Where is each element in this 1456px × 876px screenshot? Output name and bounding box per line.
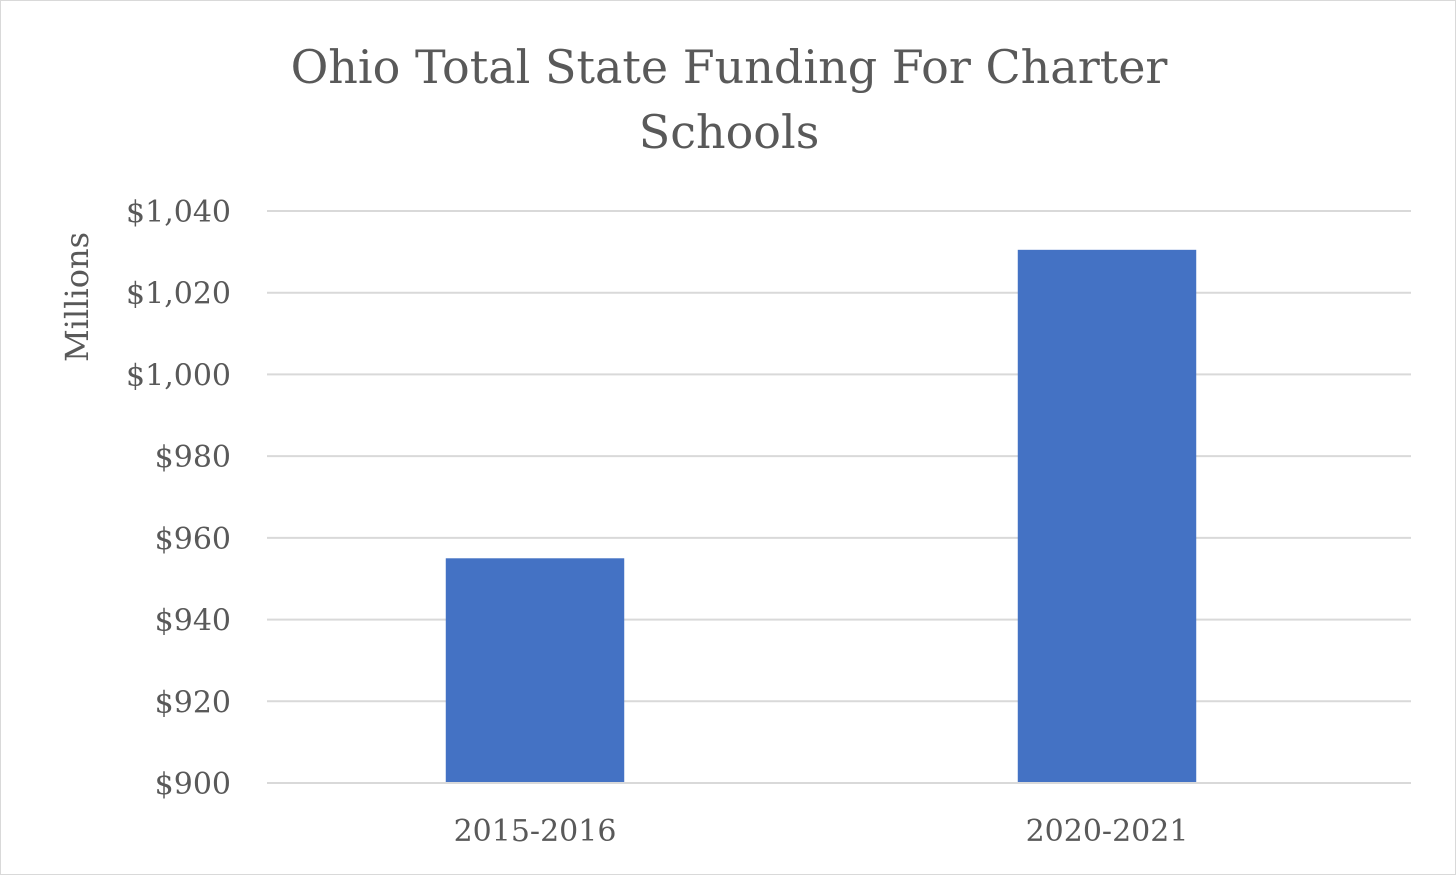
y-tick-label: $980 <box>155 440 231 475</box>
y-tick-label: $940 <box>155 604 231 639</box>
y-axis-title: Millions <box>58 232 96 362</box>
chart-title-line-1: Ohio Total State Funding For Charter <box>291 40 1168 94</box>
bar-2015-2016 <box>445 558 625 783</box>
x-tick-label: 2020-2021 <box>1026 814 1189 849</box>
y-tick-label: $1,020 <box>126 277 231 312</box>
y-tick-label: $1,040 <box>126 195 231 230</box>
y-tick-label: $960 <box>155 522 231 557</box>
bars <box>445 249 1197 784</box>
chart-title-line-2: Schools <box>639 105 820 159</box>
gridlines <box>267 210 1411 703</box>
chart-title: Ohio Total State Funding For Charter Sch… <box>291 40 1168 159</box>
y-tick-label: $920 <box>155 685 231 720</box>
x-tick-label: 2015-2016 <box>454 814 617 849</box>
y-axis-tick-labels: $900 $920 $940 $960 $980 $1,000 $1,020 $1,040 <box>126 195 231 802</box>
bar-2020-2021 <box>1017 249 1197 784</box>
y-tick-label: $1,000 <box>126 358 231 393</box>
x-axis-tick-labels: 2015-2016 2020-2021 <box>454 814 1189 849</box>
y-tick-label: $900 <box>155 767 231 802</box>
